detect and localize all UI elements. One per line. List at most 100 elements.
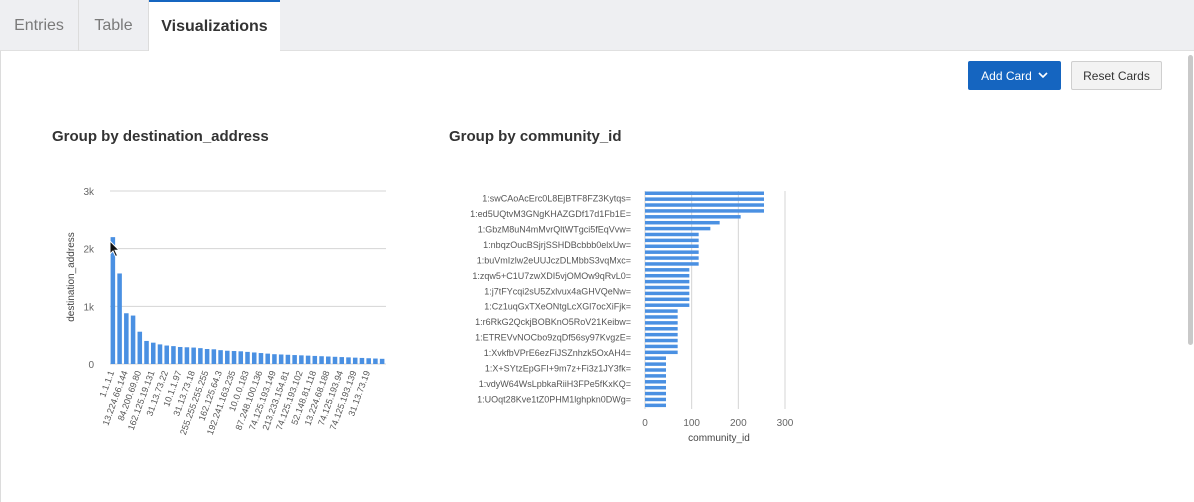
y-axis-label: destination_address: [66, 232, 77, 322]
card-title-destination-address: Group by destination_address: [52, 128, 269, 145]
bar: [645, 309, 678, 313]
bar: [238, 351, 244, 364]
bar: [379, 358, 385, 364]
bar: [326, 356, 331, 364]
tab-bar: Entries Table Visualizations: [0, 0, 1194, 52]
bar: [299, 355, 304, 364]
mouse-cursor-icon: [109, 240, 121, 258]
bar: [117, 273, 122, 364]
bar: [645, 385, 666, 390]
bar: [245, 351, 250, 364]
bar: [211, 349, 217, 364]
scrollbar[interactable]: [1188, 55, 1193, 345]
bar: [198, 348, 203, 364]
tab-entries[interactable]: Entries: [0, 0, 79, 51]
bar: [645, 356, 666, 360]
bar: [645, 315, 678, 319]
x-axis-label: community_id: [688, 433, 750, 444]
tab-visualizations[interactable]: Visualizations: [149, 0, 280, 52]
tab-table[interactable]: Table: [79, 0, 149, 51]
bar: [645, 362, 666, 366]
bar: [645, 350, 678, 355]
bar: [184, 347, 190, 364]
bar: [366, 358, 371, 364]
community-id-chart: 0 100 200 300 community_id 1:swCAoAcErc0L8EjB…: [470, 191, 794, 444]
bar: [645, 191, 764, 195]
bar: [359, 357, 365, 364]
destination-address-chart: 01k2k3kdestination_address1.1.1.113.224.…: [66, 187, 386, 436]
bar: [645, 273, 690, 278]
bar: [150, 342, 156, 364]
y-tick-label: 1:zqw5+C1U7zwXDI5vjOMOw9qRvL0=: [472, 271, 631, 281]
bar: [645, 232, 699, 237]
bar: [110, 237, 116, 364]
bar: [645, 338, 678, 343]
bar: [171, 346, 176, 364]
bar: [645, 244, 699, 249]
bar: [645, 403, 666, 408]
y-tick-label: 1:buVmIzlw2eUUJczDLMbbS3vqMxc=: [477, 255, 631, 265]
add-card-label: Add Card: [981, 68, 1032, 83]
bar: [272, 354, 277, 364]
chevron-down-icon: [1038, 72, 1048, 79]
y-tick-label: 3k: [83, 187, 95, 198]
reset-cards-button[interactable]: Reset Cards: [1071, 61, 1162, 90]
bar: [312, 355, 318, 364]
bar: [157, 344, 163, 364]
bar: [319, 356, 324, 364]
bar: [346, 357, 351, 364]
y-tick-label: 1:GbzM8uN4mMvrQltWTgci5fEqVvw=: [478, 225, 631, 235]
bar: [645, 203, 764, 207]
y-tick-label: 1:ed5UQtvM3GNgKHAZGDf17d1Fb1E=: [470, 209, 631, 219]
y-tick-label: 1:X+SYtzEpGFI+9m7z+Fi3z1JY3fk=: [485, 363, 631, 373]
bar: [218, 350, 223, 364]
bar: [645, 209, 764, 213]
bar: [645, 197, 764, 201]
bar: [645, 285, 690, 290]
bar: [645, 262, 699, 266]
y-tick-label: 1:j7tFYcqi2sU5Zxlvux4aGHVQeNw=: [484, 286, 631, 296]
bar: [645, 279, 690, 284]
bar: [124, 313, 129, 364]
bar: [645, 327, 678, 331]
bar: [251, 352, 257, 364]
y-tick-label: 1:XvkfbVPrE6ezFiJSZnhzk5OxAH4=: [484, 348, 631, 358]
bar: [177, 346, 183, 364]
bar: [137, 331, 143, 364]
bar: [191, 347, 196, 364]
y-tick-label: 2k: [83, 245, 95, 256]
bar: [225, 350, 230, 364]
x-tick-label: 0: [642, 418, 648, 429]
add-card-button[interactable]: Add Card: [968, 61, 1061, 90]
bar: [278, 354, 284, 364]
bar: [645, 303, 690, 307]
bar: [645, 215, 741, 219]
y-tick-label: 1:r6RkG2QckjBOBKnO5RoV21Keibw=: [475, 317, 631, 327]
bar: [292, 355, 297, 364]
bar: [645, 321, 678, 325]
y-tick-label: 1:Cz1uqGxTXeONtgLcXGl7ocXiFjk=: [484, 302, 631, 312]
x-tick-label: 300: [777, 418, 794, 429]
bar: [645, 268, 690, 272]
y-tick-label: 1:nbqzOucBSjrjSSHDBcbbb0elxUw=: [483, 240, 631, 250]
bar: [645, 374, 666, 378]
bar: [645, 226, 711, 231]
y-tick-label: 1:swCAoAcErc0L8EjBTF8FZ3Kytqs=: [482, 194, 631, 204]
bar: [645, 256, 699, 260]
y-tick-label: 1:vdyW64WsLpbkaRiiH3FPe5fKxKQ=: [479, 379, 631, 389]
bar: [645, 397, 666, 402]
bar: [645, 391, 666, 396]
bar: [130, 315, 136, 364]
bar: [204, 349, 210, 364]
visualizations-panel: [0, 51, 1194, 502]
bar: [164, 345, 169, 364]
y-tick-label: 1k: [83, 302, 95, 313]
bar: [645, 250, 699, 254]
bar: [285, 354, 291, 364]
y-tick-label: 1:UOqt28Kve1tZ0PHM1lghpkn0DWg=: [477, 394, 631, 404]
bar: [645, 332, 678, 337]
y-tick-label: 1:ETREVvNOCbo9zqDf56sy97KvgzE=: [475, 333, 631, 343]
bar: [352, 357, 358, 364]
bar: [645, 220, 720, 225]
bar: [645, 344, 678, 349]
